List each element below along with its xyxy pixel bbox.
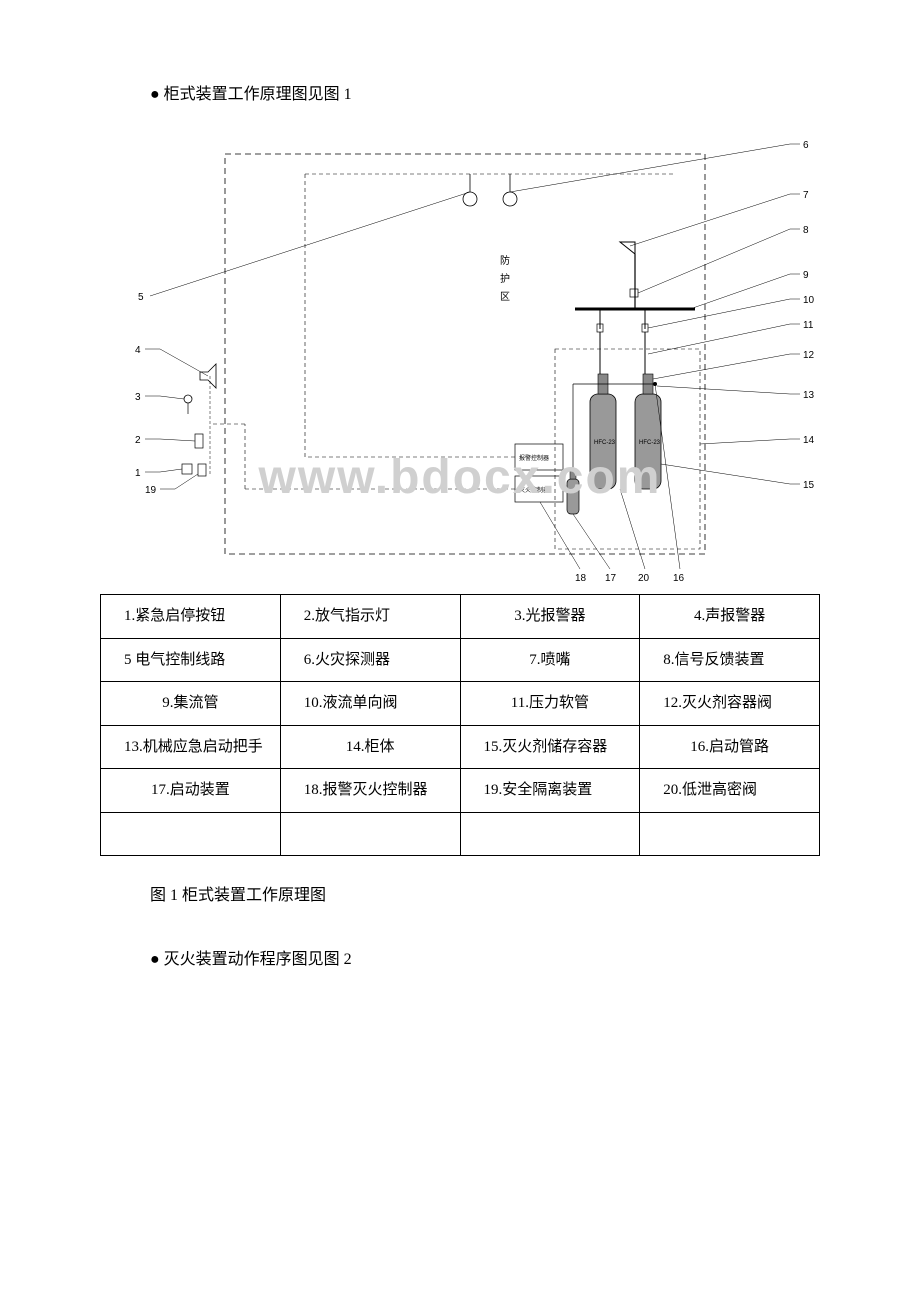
table-row: 9.集流管 10.液流单向阀 11.压力软管 12.灭火剂容器阀	[101, 682, 820, 726]
cell: 17.启动装置	[101, 769, 281, 813]
svg-text:17: 17	[605, 573, 617, 584]
cell: 14.柜体	[280, 725, 460, 769]
cylinder-1: HFC-23	[590, 332, 616, 489]
cell: 8.信号反馈装置	[640, 638, 820, 682]
svg-text:2: 2	[135, 435, 141, 446]
figure-caption: 图 1 柜式装置工作原理图	[150, 881, 820, 905]
cell: 18.报警灭火控制器	[280, 769, 460, 813]
svg-text:20: 20	[638, 573, 650, 584]
svg-text:灭火控制器: 灭火控制器	[519, 486, 549, 494]
cylinder-2: HFC-23	[635, 332, 661, 489]
cell: 9.集流管	[101, 682, 281, 726]
zone-label-1: 防	[500, 254, 510, 267]
svg-text:6: 6	[803, 140, 809, 151]
cell: 19.安全隔离装置	[460, 769, 640, 813]
table-row: 13.机械应急启动把手 14.柜体 15.灭火剂储存容器 16.启动管路	[101, 725, 820, 769]
cell: 6.火灾探测器	[280, 638, 460, 682]
svg-text:9: 9	[803, 270, 809, 281]
heading-line-2: ● 灭火装置动作程序图见图 2	[150, 945, 820, 969]
svg-text:16: 16	[673, 573, 685, 584]
svg-text:HFC-23: HFC-23	[594, 440, 616, 446]
table-row: 17.启动装置 18.报警灭火控制器 19.安全隔离装置 20.低泄高密阀	[101, 769, 820, 813]
cell: 1.紧急启停按钮	[101, 595, 281, 639]
cell: 7.喷嘴	[460, 638, 640, 682]
svg-text:5: 5	[138, 292, 144, 303]
cell: 3.光报警器	[460, 595, 640, 639]
cell: 5 电气控制线路	[101, 638, 281, 682]
start-cylinder	[567, 469, 579, 514]
legend-table: 1.紧急启停按钮 2.放气指示灯 3.光报警器 4.声报警器 5 电气控制线路 …	[100, 594, 820, 856]
svg-text:10: 10	[803, 295, 815, 306]
cell	[640, 812, 820, 856]
cell	[101, 812, 281, 856]
svg-text:8: 8	[803, 225, 809, 236]
svg-text:19: 19	[145, 485, 157, 496]
table-row: 5 电气控制线路 6.火灾探测器 7.喷嘴 8.信号反馈装置	[101, 638, 820, 682]
svg-text:11: 11	[803, 320, 814, 331]
cell: 13.机械应急启动把手	[101, 725, 281, 769]
svg-text:报警控制器: 报警控制器	[519, 454, 549, 462]
cell: 10.液流单向阀	[280, 682, 460, 726]
table-row: 1.紧急启停按钮 2.放气指示灯 3.光报警器 4.声报警器	[101, 595, 820, 639]
heading-line-1: ● 柜式装置工作原理图见图 1	[150, 80, 820, 104]
svg-text:HFC-23: HFC-23	[639, 440, 661, 446]
cell: 15.灭火剂储存容器	[460, 725, 640, 769]
svg-text:15: 15	[803, 480, 815, 491]
cell	[280, 812, 460, 856]
cell	[460, 812, 640, 856]
svg-text:18: 18	[575, 573, 587, 584]
svg-text:7: 7	[803, 190, 809, 201]
zone-label-3: 区	[500, 291, 510, 303]
cell: 12.灭火剂容器阀	[640, 682, 820, 726]
cell: 16.启动管路	[640, 725, 820, 769]
diagram-figure-1: 防 护 区 HFC-23	[100, 124, 820, 584]
cell: 20.低泄高密阀	[640, 769, 820, 813]
svg-text:1: 1	[135, 468, 141, 479]
cell: 11.压力软管	[460, 682, 640, 726]
svg-text:13: 13	[803, 390, 815, 401]
cell: 2.放气指示灯	[280, 595, 460, 639]
svg-text:14: 14	[803, 435, 815, 446]
table-row	[101, 812, 820, 856]
svg-text:3: 3	[135, 392, 141, 403]
cell: 4.声报警器	[640, 595, 820, 639]
svg-text:4: 4	[135, 345, 141, 356]
svg-text:12: 12	[803, 350, 815, 361]
zone-label-2: 护	[500, 272, 510, 285]
